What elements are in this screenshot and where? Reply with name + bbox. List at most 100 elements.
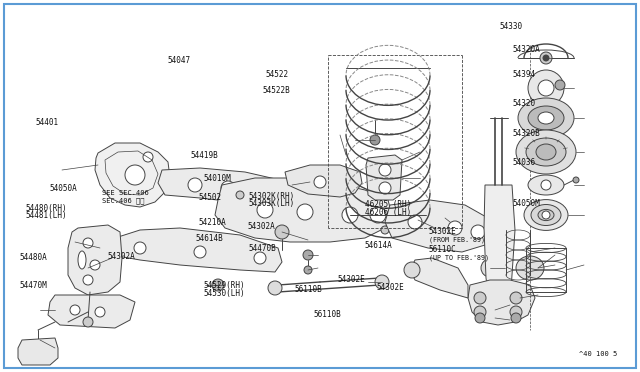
Circle shape — [370, 207, 386, 223]
Circle shape — [212, 279, 224, 291]
Circle shape — [543, 55, 549, 61]
Text: 54330: 54330 — [499, 22, 522, 31]
Text: 54320A: 54320A — [512, 45, 540, 54]
Circle shape — [511, 313, 521, 323]
Circle shape — [471, 225, 485, 239]
Ellipse shape — [538, 112, 554, 124]
Text: 54036: 54036 — [512, 158, 535, 167]
Text: 54303K(LH): 54303K(LH) — [248, 199, 294, 208]
Text: 54401: 54401 — [36, 118, 59, 126]
Circle shape — [258, 187, 272, 201]
Circle shape — [188, 178, 202, 192]
Circle shape — [254, 252, 266, 264]
Circle shape — [314, 176, 326, 188]
Text: 54050A: 54050A — [50, 185, 77, 193]
Text: ^40 100 5: ^40 100 5 — [579, 351, 618, 357]
Text: 54530(LH): 54530(LH) — [204, 289, 245, 298]
Circle shape — [297, 204, 313, 220]
Polygon shape — [18, 338, 58, 365]
Circle shape — [474, 306, 486, 318]
Ellipse shape — [78, 251, 86, 269]
Circle shape — [573, 177, 579, 183]
Text: 54419B: 54419B — [191, 151, 218, 160]
Circle shape — [528, 70, 564, 106]
Circle shape — [538, 80, 554, 96]
Polygon shape — [48, 295, 135, 328]
Polygon shape — [68, 225, 122, 295]
Circle shape — [143, 152, 153, 162]
Text: 54522B: 54522B — [262, 86, 290, 95]
Text: 54470M: 54470M — [19, 281, 47, 290]
Text: 56110B: 56110B — [314, 310, 341, 319]
Circle shape — [303, 250, 313, 260]
Text: 54047: 54047 — [168, 56, 191, 65]
Ellipse shape — [524, 200, 568, 230]
Text: 54522: 54522 — [266, 70, 289, 79]
Text: 46206 (LH): 46206 (LH) — [365, 208, 411, 217]
Text: 54302E: 54302E — [429, 227, 456, 236]
Circle shape — [125, 165, 145, 185]
Text: 54302K(RH): 54302K(RH) — [248, 192, 294, 201]
Circle shape — [95, 307, 105, 317]
Text: 54302A: 54302A — [108, 252, 135, 261]
Polygon shape — [95, 143, 170, 207]
Circle shape — [481, 259, 499, 277]
Circle shape — [221, 181, 235, 195]
Circle shape — [555, 80, 565, 90]
Text: SEC.406 参照: SEC.406 参照 — [102, 198, 145, 204]
Circle shape — [379, 164, 391, 176]
Text: 46205 (RH): 46205 (RH) — [365, 200, 411, 209]
Circle shape — [268, 281, 282, 295]
Text: 54502: 54502 — [198, 193, 221, 202]
Circle shape — [474, 292, 486, 304]
Ellipse shape — [538, 209, 554, 221]
Text: 54480(RH): 54480(RH) — [26, 204, 67, 213]
Circle shape — [510, 292, 522, 304]
Circle shape — [370, 135, 380, 145]
Text: 54302E: 54302E — [376, 283, 404, 292]
Circle shape — [475, 313, 485, 323]
Circle shape — [541, 180, 551, 190]
Circle shape — [375, 275, 389, 289]
Text: 54210A: 54210A — [198, 218, 226, 227]
Text: (FROM FEB.'89): (FROM FEB.'89) — [429, 236, 485, 243]
Text: 54320: 54320 — [512, 99, 535, 108]
Text: 54010M: 54010M — [204, 174, 232, 183]
Ellipse shape — [528, 175, 564, 195]
Circle shape — [275, 225, 289, 239]
Ellipse shape — [536, 144, 556, 160]
Circle shape — [304, 266, 312, 274]
Circle shape — [408, 215, 422, 229]
Circle shape — [486, 264, 494, 272]
Circle shape — [90, 260, 100, 270]
Polygon shape — [285, 165, 362, 197]
Text: 54614B: 54614B — [196, 234, 223, 243]
Text: 54481(LH): 54481(LH) — [26, 211, 67, 220]
Ellipse shape — [518, 98, 574, 138]
Circle shape — [381, 226, 389, 234]
Ellipse shape — [516, 130, 576, 174]
Polygon shape — [366, 155, 402, 200]
Text: 54470B: 54470B — [248, 244, 276, 253]
Text: SEE SEC.406: SEE SEC.406 — [102, 190, 149, 196]
Ellipse shape — [531, 205, 561, 225]
Circle shape — [83, 238, 93, 248]
Circle shape — [542, 211, 550, 219]
Text: 54614A: 54614A — [365, 241, 392, 250]
Circle shape — [70, 305, 80, 315]
Circle shape — [83, 275, 93, 285]
Ellipse shape — [526, 138, 566, 166]
Text: 54320B: 54320B — [512, 129, 540, 138]
Circle shape — [540, 52, 552, 64]
Polygon shape — [215, 178, 392, 242]
Circle shape — [404, 262, 420, 278]
Circle shape — [83, 317, 93, 327]
Ellipse shape — [516, 256, 544, 280]
Polygon shape — [158, 168, 290, 205]
Circle shape — [134, 242, 146, 254]
Circle shape — [236, 191, 244, 199]
Text: (UP TO FEB.'89): (UP TO FEB.'89) — [429, 255, 489, 262]
Circle shape — [342, 207, 358, 223]
Ellipse shape — [528, 106, 564, 130]
Text: 56110C: 56110C — [429, 246, 456, 254]
